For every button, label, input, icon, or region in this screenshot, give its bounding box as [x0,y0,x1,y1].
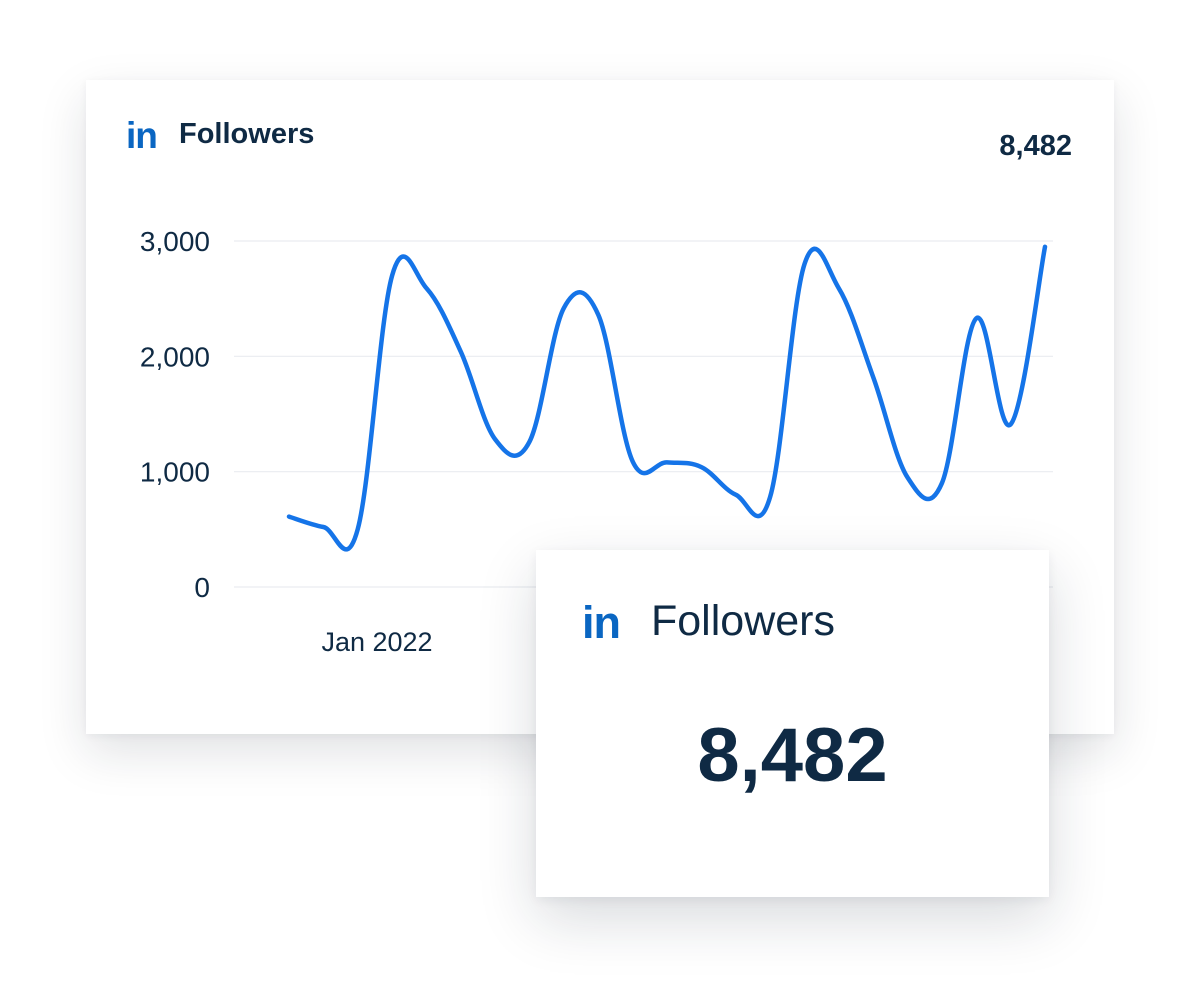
chart-card-title: Followers [179,118,315,150]
linkedin-icon: in [582,597,621,648]
y-tick-label: 0 [194,572,210,603]
y-tick-label: 1,000 [140,457,210,488]
stat-card-title: Followers [651,597,835,645]
y-tick-label: 2,000 [140,341,210,372]
x-tick-label: Jan 2022 [321,627,432,657]
chart-card-total: 8,482 [999,130,1072,162]
followers-stat-card: in Followers 8,482 [536,550,1049,897]
linkedin-icon: in [126,115,158,156]
followers-count: 8,482 [697,713,888,798]
y-tick-label: 3,000 [140,226,210,257]
followers-series-line [286,244,1048,552]
